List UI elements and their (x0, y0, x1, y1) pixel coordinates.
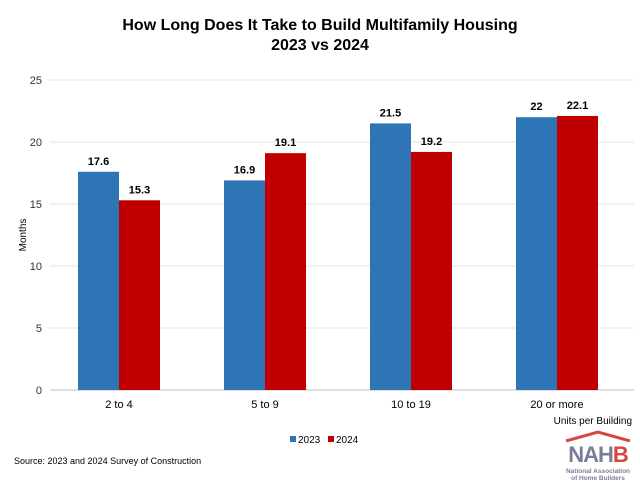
subtitle: 2023 vs 2024 (271, 37, 369, 54)
bar-2024 (265, 153, 306, 390)
data-label: 21.5 (380, 107, 401, 119)
data-label: 19.2 (421, 136, 442, 148)
source-note: Source: 2023 and 2024 Survey of Construc… (14, 456, 202, 466)
bar-2023 (224, 180, 265, 390)
y-axis-label: Months (18, 219, 29, 252)
y-tick-label: 10 (30, 261, 42, 273)
data-label: 15.3 (129, 184, 150, 196)
data-label: 22 (530, 101, 542, 113)
legend-label: 2024 (336, 435, 359, 446)
legend-swatch (290, 436, 296, 442)
data-label: 17.6 (88, 156, 109, 168)
bar-2023 (370, 123, 411, 391)
x-tick-label: 5 to 9 (251, 399, 279, 411)
nahb-logo: NAHB National Association of Home Builder… (560, 430, 636, 482)
bar-2024 (557, 115, 598, 391)
bar-2023 (78, 171, 119, 390)
bar-2023 (516, 117, 557, 390)
x-axis-label: Units per Building (554, 416, 632, 427)
x-tick-label: 20 or more (530, 399, 583, 411)
y-tick-label: 15 (30, 199, 42, 211)
bar-2024 (119, 200, 160, 390)
y-tick-label: 25 (30, 75, 42, 87)
title: How Long Does It Take to Build Multifami… (122, 17, 518, 34)
x-tick-label: 2 to 4 (105, 399, 133, 411)
data-label: 19.1 (275, 137, 296, 149)
data-label: 16.9 (234, 164, 255, 176)
legend-swatch (328, 436, 334, 442)
x-tick-label: 10 to 19 (391, 399, 431, 411)
y-tick-label: 5 (36, 323, 42, 335)
data-label: 22.1 (567, 100, 588, 112)
y-tick-label: 0 (36, 385, 42, 397)
bar-2024 (411, 151, 452, 390)
chart-title: How Long Does It Take to Build Multifami… (0, 16, 640, 56)
y-tick-label: 20 (30, 137, 42, 149)
legend-label: 2023 (298, 435, 321, 446)
